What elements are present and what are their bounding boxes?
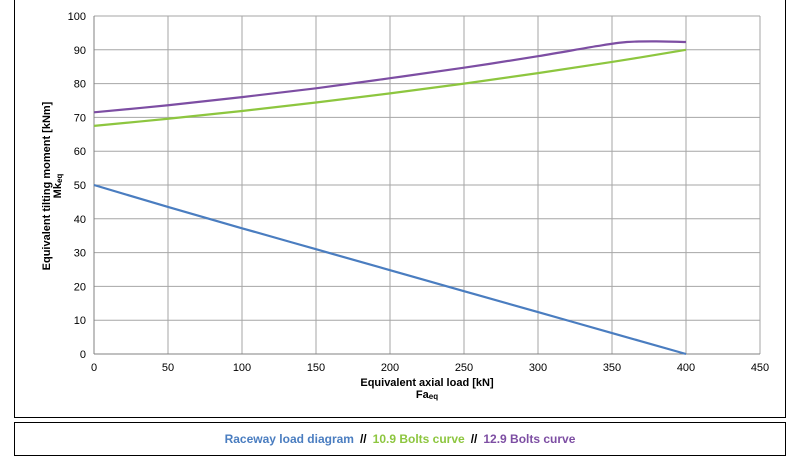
- x-tick-label: 0: [91, 362, 97, 374]
- x-axis-ticks: 0 50 100 150 200 250 300 350 400 450: [91, 362, 769, 374]
- x-tick-label: 450: [751, 362, 769, 374]
- y-tick-label: 50: [74, 180, 86, 192]
- x-tick-label: 200: [381, 362, 399, 374]
- y-tick-label: 70: [74, 112, 86, 124]
- chart-frame: [14, 0, 786, 418]
- x-tick-label: 350: [603, 362, 621, 374]
- series-layer: [93, 40, 687, 356]
- x-tick-label: 150: [307, 362, 325, 374]
- series-line-3: [93, 40, 687, 114]
- y-axis-subtitle: Mkeq: [52, 174, 64, 199]
- legend: Raceway load diagram // 10.9 Bolts curve…: [14, 422, 786, 456]
- x-axis-title: Equivalent axial load [kN]: [360, 377, 494, 389]
- x-tick-label: 100: [233, 362, 251, 374]
- legend-separator: //: [359, 432, 367, 446]
- x-tick-label: 50: [162, 362, 174, 374]
- y-tick-label: 30: [74, 248, 86, 260]
- x-tick-label: 250: [455, 362, 473, 374]
- y-tick-label: 60: [74, 146, 86, 158]
- y-tick-label: 0: [80, 349, 86, 361]
- x-axis-subtitle: Faeq: [416, 389, 438, 401]
- legend-12-9-bolts-curve: 12.9 Bolts curve: [483, 432, 576, 446]
- y-tick-label: 40: [74, 214, 86, 226]
- legend-10-9-bolts-curve: 10.9 Bolts curve: [372, 432, 465, 446]
- y-tick-label: 20: [74, 281, 86, 293]
- series-line-2: [93, 48, 687, 127]
- y-tick-label: 80: [74, 79, 86, 91]
- grid: [93, 15, 761, 355]
- x-tick-label: 400: [677, 362, 695, 374]
- series-line-1: [93, 183, 687, 356]
- y-tick-label: 10: [74, 315, 86, 327]
- y-axis-title: Equivalent tilting moment [kNm]: [41, 101, 53, 270]
- y-tick-label: 100: [68, 11, 86, 23]
- y-axis-ticks: 0 10 20 30 40 50 60 70 80 90 100: [68, 11, 86, 361]
- x-tick-label: 300: [529, 362, 547, 374]
- legend-raceway-load-diagram: Raceway load diagram: [224, 432, 354, 446]
- y-tick-label: 90: [74, 45, 86, 57]
- legend-separator: //: [470, 432, 478, 446]
- line-chart: 0 50 100 150 200 250 300 350 400 450 0 10 20 30 40 50 6…: [41, 11, 769, 401]
